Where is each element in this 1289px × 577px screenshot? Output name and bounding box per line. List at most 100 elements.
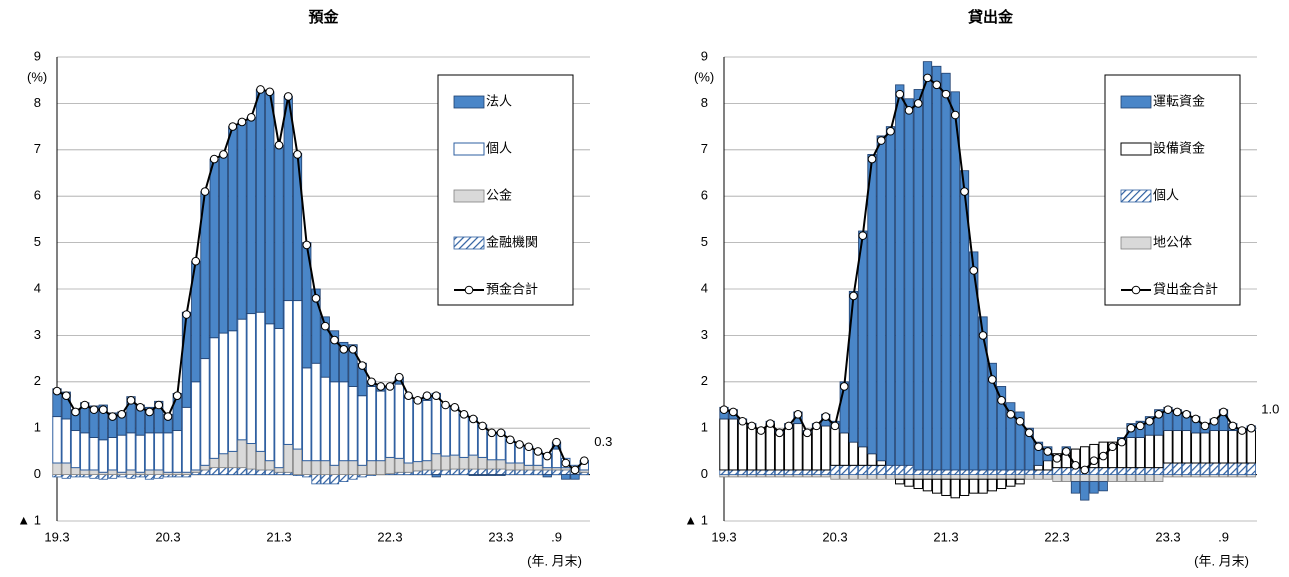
bar-segment bbox=[1089, 481, 1099, 494]
total-marker bbox=[1219, 407, 1228, 417]
bar-segment bbox=[52, 462, 62, 476]
bar-segment bbox=[255, 450, 266, 471]
chart-title: 預金 bbox=[308, 8, 339, 26]
total-marker bbox=[154, 400, 164, 410]
legend-label: 個人 bbox=[486, 140, 512, 155]
bar-segment bbox=[440, 404, 451, 457]
total-marker bbox=[1228, 421, 1238, 431]
total-marker bbox=[117, 409, 127, 419]
total-marker bbox=[839, 382, 849, 391]
legend-swatch bbox=[1131, 285, 1141, 295]
total-marker bbox=[256, 85, 265, 94]
bar-segment bbox=[283, 300, 293, 445]
bar-segment bbox=[1154, 409, 1164, 436]
bar-segment bbox=[830, 474, 840, 480]
bar-segment bbox=[144, 406, 155, 434]
bar-segment bbox=[793, 469, 803, 475]
bar-segment bbox=[996, 474, 1007, 480]
bar-segment bbox=[867, 453, 877, 466]
total-marker bbox=[987, 375, 997, 384]
y-tick-label: 6 bbox=[701, 188, 708, 203]
bar-segment bbox=[811, 427, 822, 471]
bar-segment bbox=[154, 474, 164, 479]
bar-segment bbox=[496, 474, 506, 476]
bar-segment bbox=[932, 65, 942, 471]
bar-segment bbox=[265, 460, 275, 471]
total-marker bbox=[719, 405, 729, 414]
bar-segment bbox=[218, 453, 229, 469]
total-marker bbox=[812, 421, 821, 431]
bar-segment bbox=[821, 425, 831, 471]
bar-segment bbox=[385, 387, 395, 458]
bar-segment bbox=[1089, 443, 1099, 469]
total-marker bbox=[431, 391, 441, 401]
bar-segment bbox=[246, 116, 256, 314]
bar-segment bbox=[1154, 467, 1164, 476]
total-marker bbox=[376, 382, 386, 391]
legend-label: 金融機関 bbox=[486, 234, 538, 249]
total-marker bbox=[330, 335, 339, 345]
bar-segment bbox=[1135, 436, 1145, 469]
bar-segment bbox=[1006, 469, 1016, 475]
bar-segment bbox=[413, 461, 423, 472]
bar-segment bbox=[302, 460, 312, 475]
total-marker bbox=[468, 414, 478, 424]
total-marker bbox=[1182, 409, 1191, 419]
total-marker bbox=[422, 391, 432, 401]
bar-segment bbox=[283, 96, 293, 302]
bar-segment bbox=[913, 469, 923, 475]
bar-segment bbox=[385, 457, 395, 475]
bar-segment bbox=[413, 470, 423, 476]
bar-segment bbox=[737, 423, 748, 471]
x-axis-unit: (年. 月末) bbox=[1194, 553, 1249, 568]
total-marker bbox=[145, 407, 154, 417]
bar-segment bbox=[348, 474, 358, 480]
bar-segment bbox=[311, 362, 321, 462]
bar-segment bbox=[1033, 441, 1044, 466]
total-marker bbox=[293, 150, 302, 159]
bar-segment bbox=[969, 478, 979, 494]
total-marker bbox=[237, 117, 247, 127]
bar-segment bbox=[561, 474, 571, 480]
bar-segment bbox=[98, 404, 108, 441]
bar-segment bbox=[1033, 474, 1044, 480]
total-marker bbox=[1145, 416, 1154, 426]
legend-swatch bbox=[1120, 236, 1152, 250]
bar-segment bbox=[747, 469, 757, 475]
total-marker bbox=[311, 293, 321, 303]
bar-segment bbox=[524, 464, 534, 471]
total-marker bbox=[515, 440, 524, 449]
bar-segment bbox=[228, 330, 238, 452]
bar-segment bbox=[283, 444, 293, 473]
bar-segment bbox=[228, 126, 238, 332]
bar-segment bbox=[728, 469, 738, 475]
bar-segment bbox=[237, 439, 247, 469]
bar-segment bbox=[1024, 469, 1034, 475]
bar-segment bbox=[218, 332, 229, 455]
bar-segment bbox=[431, 474, 441, 478]
bar-segment bbox=[126, 469, 136, 475]
bar-segment bbox=[487, 474, 497, 476]
bar-segment bbox=[1107, 441, 1118, 469]
bar-segment bbox=[440, 455, 451, 471]
bar-segment bbox=[1098, 474, 1108, 482]
y-tick-label: 5 bbox=[34, 234, 41, 249]
bar-segment bbox=[1200, 432, 1210, 464]
bar-segment bbox=[348, 385, 358, 462]
bar-segment bbox=[431, 469, 441, 475]
bar-segment bbox=[209, 158, 219, 339]
bar-segment bbox=[274, 467, 284, 473]
bar-segment bbox=[228, 467, 238, 476]
bar-segment bbox=[228, 450, 238, 469]
bar-segment bbox=[89, 469, 99, 475]
bar-segment bbox=[932, 474, 942, 480]
bar-segment bbox=[542, 474, 552, 478]
legend-swatch bbox=[453, 95, 485, 109]
total-marker bbox=[191, 256, 201, 266]
x-tick-label: 22.3 bbox=[377, 529, 402, 544]
bar-segment bbox=[1228, 462, 1238, 476]
bar-segment bbox=[551, 469, 562, 475]
bar-segment bbox=[311, 474, 321, 485]
total-marker bbox=[784, 421, 794, 431]
total-marker bbox=[496, 428, 506, 438]
